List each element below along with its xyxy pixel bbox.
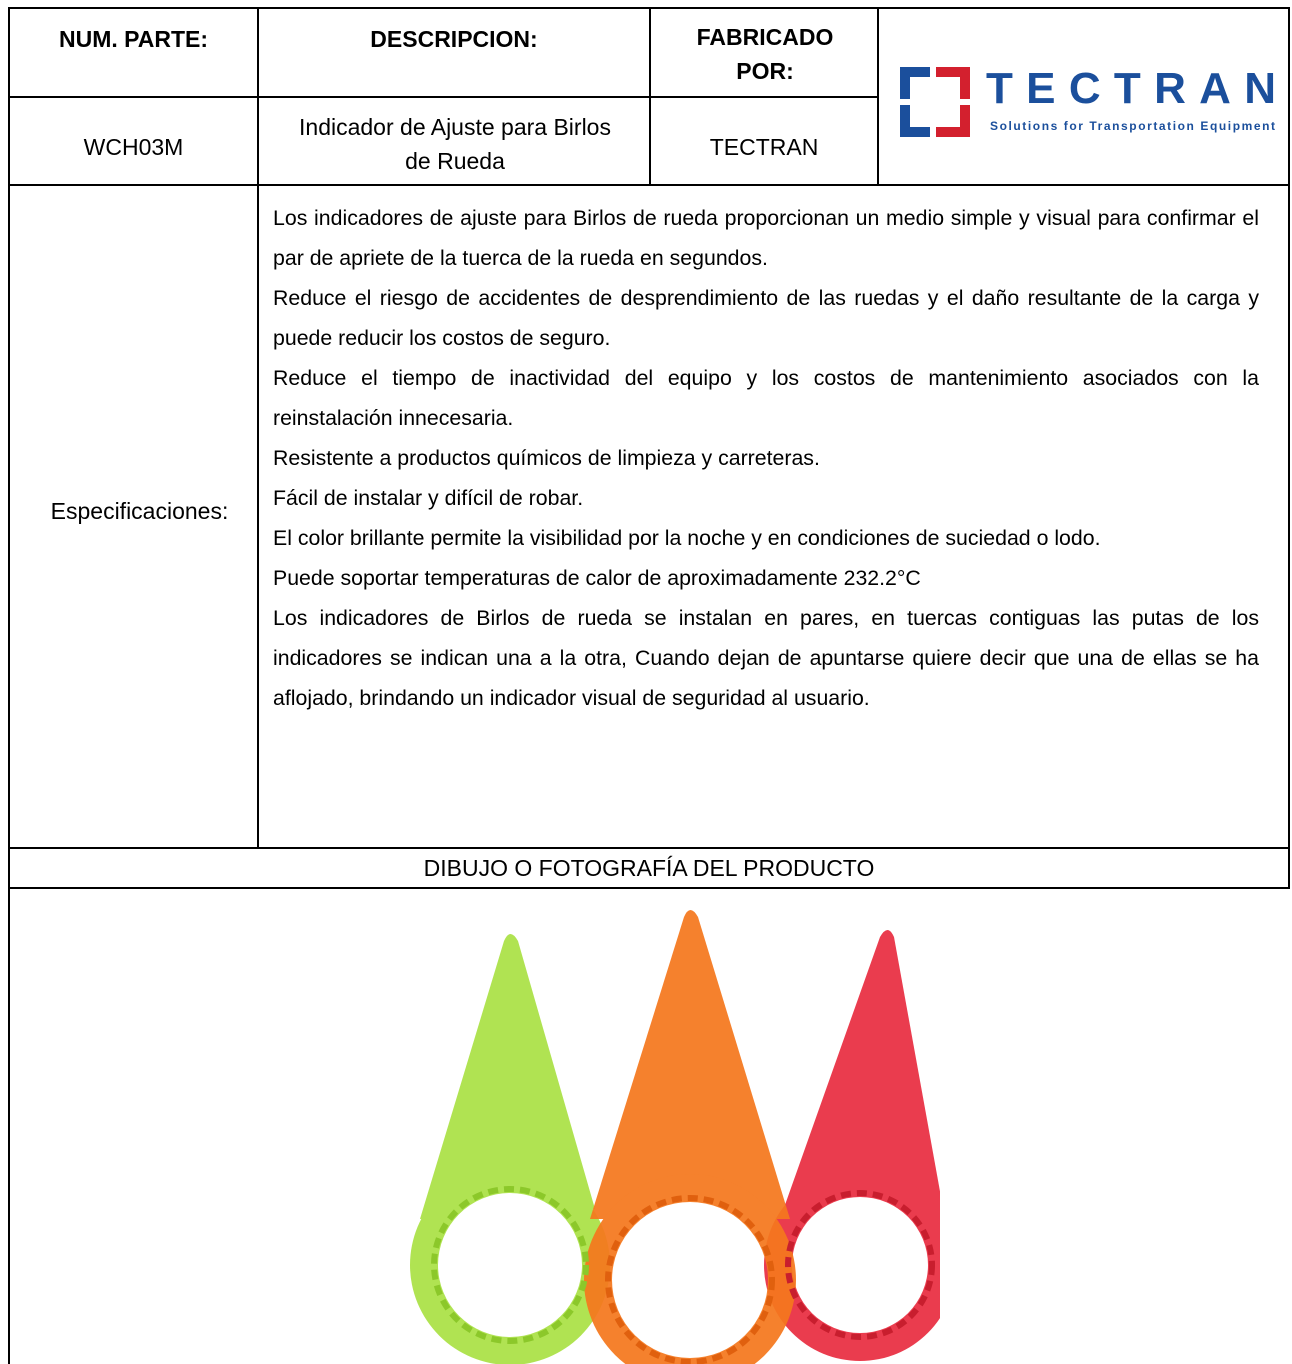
spec-paragraph: Resistente a productos químicos de limpi…	[273, 446, 820, 470]
header-cell: NUM. PARTE:	[58, 26, 209, 52]
header-cell: FABRICADO POR:	[696, 24, 834, 84]
spec-paragraph: Puede soportar temperaturas de calor de …	[273, 566, 921, 590]
border	[257, 7, 259, 849]
spec-paragraph: Los indicadores de Birlos de rueda se in…	[273, 606, 1259, 710]
border	[1288, 7, 1290, 888]
spec-paragraph: Fácil de instalar y difícil de robar.	[273, 486, 584, 510]
border	[8, 887, 1290, 889]
border	[8, 96, 878, 98]
specs-label: Especificaciones:	[50, 498, 229, 524]
spec-paragraph: Los indicadores de ajuste para Birlos de…	[273, 206, 1259, 270]
logo-name: TECTRAN	[986, 64, 1276, 113]
manufacturer: TECTRAN	[709, 134, 819, 160]
spec-paragraph: Reduce el tiempo de inactividad del equi…	[273, 366, 1259, 430]
spec-paragraph: El color brillante permite la visibilida…	[273, 526, 1101, 550]
border	[8, 7, 10, 1364]
description: Indicador de Ajuste para Birlos de Rueda	[299, 114, 611, 174]
product-photo	[410, 910, 940, 1364]
header-cell: DESCRIPCION:	[370, 26, 538, 52]
border	[8, 847, 1290, 849]
drawing-title: DIBUJO O FOTOGRAFÍA DEL PRODUCTO	[423, 855, 875, 881]
logo-tagline: Solutions for Transportation Equipment	[990, 119, 1275, 133]
spec-paragraph: Reduce el riesgo de accidentes de despre…	[273, 286, 1259, 350]
border	[8, 184, 1290, 186]
part-number: WCH03M	[83, 134, 184, 160]
border	[649, 7, 651, 185]
specs-text: Los indicadores de ajuste para Birlos de…	[273, 198, 1259, 718]
logo: TECTRAN Solutions for Transportation Equ…	[900, 64, 1276, 137]
border	[877, 7, 879, 185]
